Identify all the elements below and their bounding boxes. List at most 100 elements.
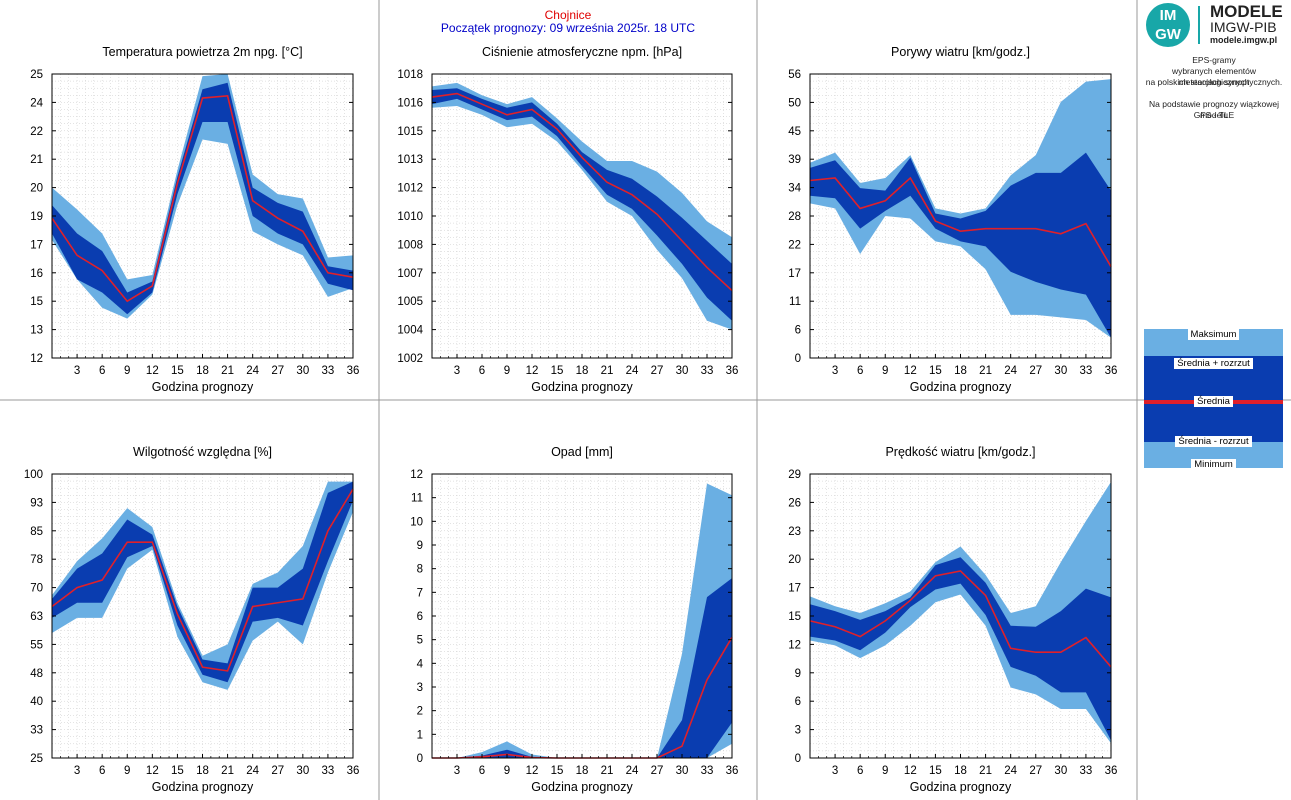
chart-title: Temperatura powietrza 2m npg. [°C] (102, 45, 302, 59)
band-spread (432, 578, 732, 758)
x-tick-label: 24 (246, 765, 259, 777)
x-tick-label: 27 (1029, 365, 1042, 377)
x-tick-label: 27 (651, 765, 664, 777)
logo-mark-top: IM (1159, 7, 1177, 24)
x-axis-label: Godzina prognozy (910, 380, 1012, 394)
y-tick-label: 78 (30, 554, 43, 566)
x-tick-label: 33 (322, 365, 335, 377)
y-tick-label: 11 (411, 493, 423, 505)
x-axis-label: Godzina prognozy (152, 380, 254, 394)
y-tick-label: 13 (30, 325, 43, 337)
y-tick-label: 15 (30, 296, 43, 308)
y-tick-label: 93 (30, 497, 43, 509)
x-tick-label: 30 (296, 365, 309, 377)
chart-gusts: Porywy wiatru [km/godz.]3 6 9 12 15 18 21 24 27 3… (788, 45, 1117, 394)
y-tick-label: 6 (795, 696, 801, 708)
x-tick-label: 27 (271, 765, 284, 777)
description-line-5: GFS - TLE (1193, 110, 1235, 120)
x-tick-label: 33 (1080, 365, 1093, 377)
x-tick-label: 9 (504, 765, 510, 777)
band-spread (52, 481, 353, 683)
y-tick-label: 12 (30, 353, 43, 365)
x-tick-label: 18 (576, 765, 589, 777)
x-tick-label: 33 (322, 765, 335, 777)
y-tick-label: 70 (30, 583, 43, 595)
x-tick-label: 15 (929, 365, 942, 377)
y-tick-label: 8 (417, 564, 423, 576)
x-tick-label: 15 (171, 765, 184, 777)
y-tick-label: 0 (795, 753, 801, 765)
x-tick-label: 36 (347, 765, 360, 777)
x-tick-label: 12 (904, 365, 917, 377)
y-tick-label: 1010 (397, 211, 423, 223)
y-tick-label: 56 (788, 69, 801, 81)
legend-mean-minus-label: Średnia - rozrzut (1144, 436, 1283, 447)
y-tick-label: 3 (417, 682, 423, 694)
x-tick-label: 6 (99, 765, 105, 777)
description-line-3: na polskich stacjach synoptycznych. (1145, 77, 1283, 87)
x-axis-label: Godzina prognozy (910, 780, 1012, 794)
legend: Maksimum Średnia + rozrzut Średnia Średn… (1144, 329, 1283, 470)
series-mean-line (51, 94, 354, 303)
y-tick-label: 16 (30, 268, 43, 280)
x-tick-label: 27 (271, 365, 284, 377)
band-spread (810, 557, 1111, 741)
y-tick-label: 63 (30, 611, 43, 623)
station-name: Chojnice (544, 8, 592, 22)
x-tick-label: 21 (601, 765, 614, 777)
x-tick-label: 24 (626, 365, 639, 377)
y-tick-label: 24 (30, 97, 43, 109)
y-tick-label: 1013 (397, 154, 423, 166)
x-tick-label: 30 (296, 765, 309, 777)
x-tick-label: 27 (1029, 765, 1042, 777)
y-tick-label: 7 (417, 587, 423, 599)
y-tick-label: 55 (30, 639, 43, 651)
x-tick-label: 6 (479, 765, 485, 777)
y-tick-label: 0 (795, 353, 801, 365)
y-tick-label: 17 (788, 583, 801, 595)
x-tick-label: 18 (576, 365, 589, 377)
y-tick-label: 3 (795, 725, 801, 737)
x-tick-label: 12 (146, 765, 159, 777)
y-tick-label: 5 (417, 635, 423, 647)
y-tick-label: 22 (30, 126, 43, 138)
y-tick-label: 1002 (397, 353, 423, 365)
y-tick-label: 1008 (397, 239, 423, 251)
series-mean-line (431, 92, 733, 292)
x-tick-label: 3 (74, 365, 80, 377)
y-tick-label: 20 (30, 183, 43, 195)
x-tick-label: 12 (526, 365, 539, 377)
y-tick-label: 29 (788, 469, 801, 481)
logo-title: MODELE (1210, 2, 1283, 21)
x-tick-label: 6 (479, 365, 485, 377)
y-tick-label: 6 (417, 611, 423, 623)
chart-title: Wilgotność względna [%] (133, 445, 272, 459)
x-tick-label: 3 (832, 765, 838, 777)
y-tick-label: 26 (788, 497, 801, 509)
y-tick-label: 9 (795, 668, 801, 680)
x-tick-label: 21 (221, 765, 234, 777)
legend-mean-label: Średnia (1144, 396, 1283, 407)
series-mean-line (51, 488, 354, 672)
chart-temp: Temperatura powietrza 2m npg. [°C]3 6 9 12 1… (30, 45, 359, 394)
y-tick-label: 12 (788, 639, 801, 651)
x-tick-label: 36 (726, 365, 739, 377)
y-tick-label: 1007 (397, 268, 423, 280)
band-min-max (432, 82, 732, 330)
y-tick-label: 10 (410, 516, 423, 528)
x-tick-label: 9 (882, 365, 888, 377)
x-tick-label: 27 (651, 365, 664, 377)
chart-precip: Opad [mm]3 6 9 12 15 18 21 24 27 30 33 360123456789… (410, 445, 738, 794)
y-tick-label: 23 (788, 526, 801, 538)
x-tick-label: 3 (832, 365, 838, 377)
x-tick-label: 15 (551, 765, 564, 777)
y-tick-label: 1012 (397, 183, 423, 195)
x-tick-label: 30 (1054, 365, 1067, 377)
chart-pressure: Ciśnienie atmosferyczne npm. [hPa]3 6 9 12 1… (397, 45, 738, 394)
chart-humidity: Wilgotność względna [%]3 6 9 12 15 18 21 24 27 30… (24, 445, 360, 794)
x-tick-label: 21 (601, 365, 614, 377)
x-tick-label: 18 (196, 765, 209, 777)
chart-title: Prędkość wiatru [km/godz.] (885, 445, 1035, 459)
x-tick-label: 15 (551, 365, 564, 377)
y-tick-label: 19 (30, 211, 43, 223)
